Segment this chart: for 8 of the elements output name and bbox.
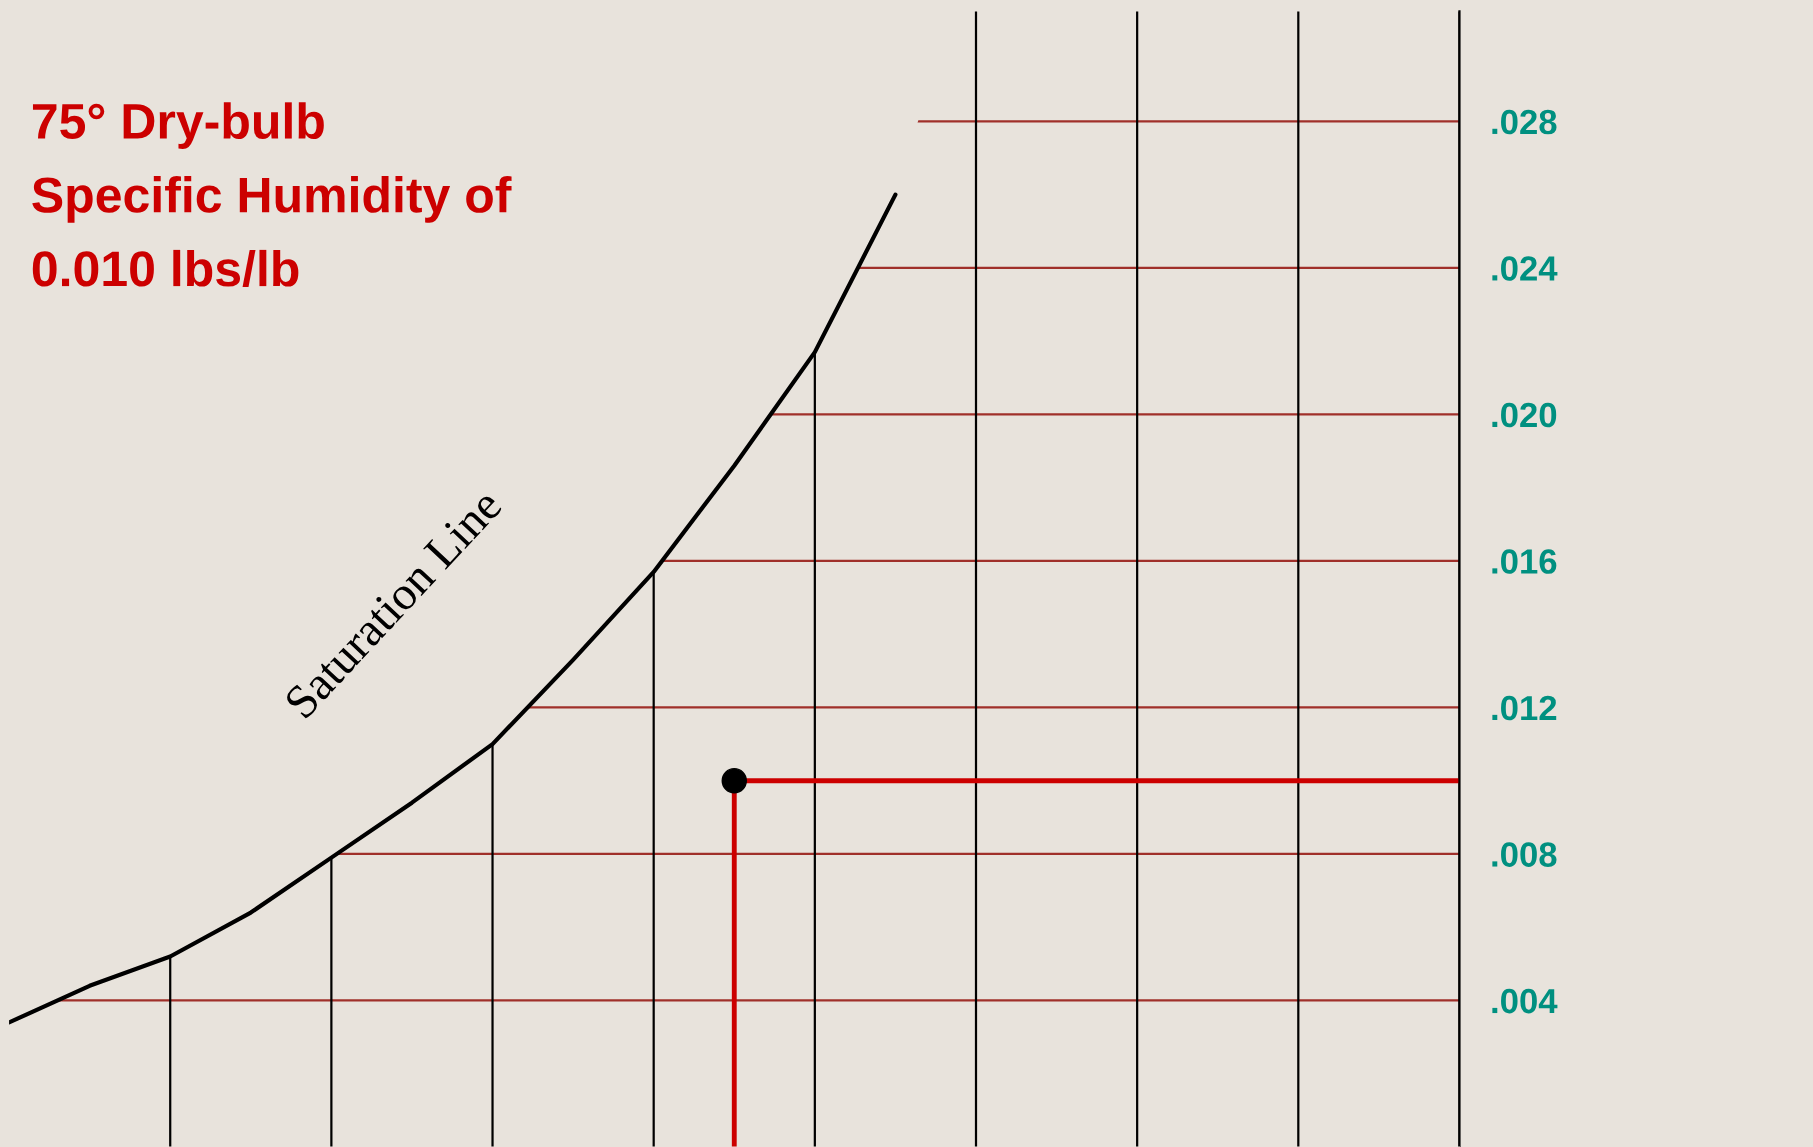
y-tick-label: .008 xyxy=(1492,842,1557,867)
annotation: 75° Dry-bulb Specific Humidity of 0.010 lbs/lb xyxy=(32,102,512,288)
y-tick-label: .020 xyxy=(1492,402,1557,428)
y-tick-label: .024 xyxy=(1492,256,1558,281)
y-tick-label: .012 xyxy=(1492,695,1557,721)
y-tick-label: .004 xyxy=(1492,988,1558,1014)
y-tick-label: .016 xyxy=(1492,549,1557,574)
y-tick-label: .028 xyxy=(1492,109,1557,135)
